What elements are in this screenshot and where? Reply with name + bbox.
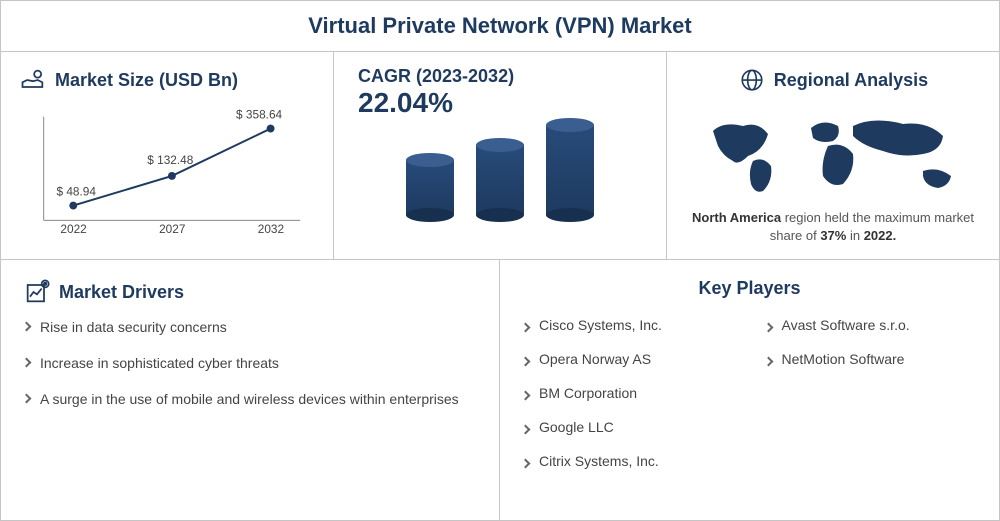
chevron-icon (763, 323, 773, 333)
globe-icon (738, 66, 766, 94)
regional-panel: Regional Analysis North America region h… (667, 52, 999, 259)
players-panel: Key Players Cisco Systems, Inc. Opera No… (500, 260, 999, 520)
cagr-bar-0 (406, 153, 454, 222)
players-grid: Cisco Systems, Inc. Opera Norway AS BM C… (522, 317, 977, 487)
cagr-bar-1 (476, 138, 524, 222)
list-item: Increase in sophisticated cyber threats (23, 354, 477, 374)
chevron-icon (22, 393, 32, 403)
market-size-heading: Market Size (USD Bn) (55, 70, 238, 91)
list-item: Google LLC (522, 419, 735, 435)
point-label-0: $ 48.94 (56, 185, 96, 199)
list-item: Avast Software s.r.o. (765, 317, 978, 333)
market-size-chart: $ 48.94 $ 132.48 $ 358.64 2022 2027 2032 (19, 106, 315, 236)
chart-gear-icon (23, 278, 51, 306)
x-label-1: 2027 (159, 222, 185, 236)
chevron-icon (763, 357, 773, 367)
drivers-panel: Market Drivers Rise in data security con… (1, 260, 500, 520)
cagr-bar-chart (352, 127, 648, 222)
chevron-icon (521, 357, 531, 367)
list-item: Rise in data security concerns (23, 318, 477, 338)
list-item: Opera Norway AS (522, 351, 735, 367)
infographic-container: Virtual Private Network (VPN) Market Mar… (0, 0, 1000, 521)
list-item: BM Corporation (522, 385, 735, 401)
point-label-1: $ 132.48 (147, 153, 193, 167)
point-label-2: $ 358.64 (236, 108, 282, 122)
x-label-0: 2022 (60, 222, 86, 236)
title-bar: Virtual Private Network (VPN) Market (1, 1, 999, 52)
bottom-row: Market Drivers Rise in data security con… (1, 260, 999, 520)
page-title: Virtual Private Network (VPN) Market (13, 13, 987, 39)
drivers-heading: Market Drivers (59, 282, 184, 303)
regional-heading: Regional Analysis (774, 70, 928, 91)
cagr-heading: CAGR (2023-2032) (358, 66, 648, 87)
chevron-icon (521, 459, 531, 469)
list-item: NetMotion Software (765, 351, 978, 367)
list-item: A surge in the use of mobile and wireles… (23, 390, 477, 410)
list-item: Citrix Systems, Inc. (522, 453, 735, 469)
market-size-panel: Market Size (USD Bn) $ 48.94 $ 132.48 $ … (1, 52, 334, 259)
chevron-icon (22, 322, 32, 332)
world-map-icon (685, 106, 981, 201)
players-col-1: Cisco Systems, Inc. Opera Norway AS BM C… (522, 317, 735, 487)
top-row: Market Size (USD Bn) $ 48.94 $ 132.48 $ … (1, 52, 999, 260)
drivers-list: Rise in data security concerns Increase … (23, 318, 477, 409)
players-col-2: Avast Software s.r.o. NetMotion Software (765, 317, 978, 487)
regional-summary: North America region held the maximum ma… (685, 209, 981, 245)
list-item: Cisco Systems, Inc. (522, 317, 735, 333)
hand-coin-icon (19, 66, 47, 94)
players-heading: Key Players (522, 278, 977, 299)
cagr-value: 22.04% (358, 87, 648, 119)
cagr-bar-2 (546, 118, 594, 222)
chevron-icon (521, 323, 531, 333)
chevron-icon (22, 358, 32, 368)
x-label-2: 2032 (258, 222, 284, 236)
cagr-panel: CAGR (2023-2032) 22.04% (334, 52, 667, 259)
chevron-icon (521, 425, 531, 435)
chevron-icon (521, 391, 531, 401)
